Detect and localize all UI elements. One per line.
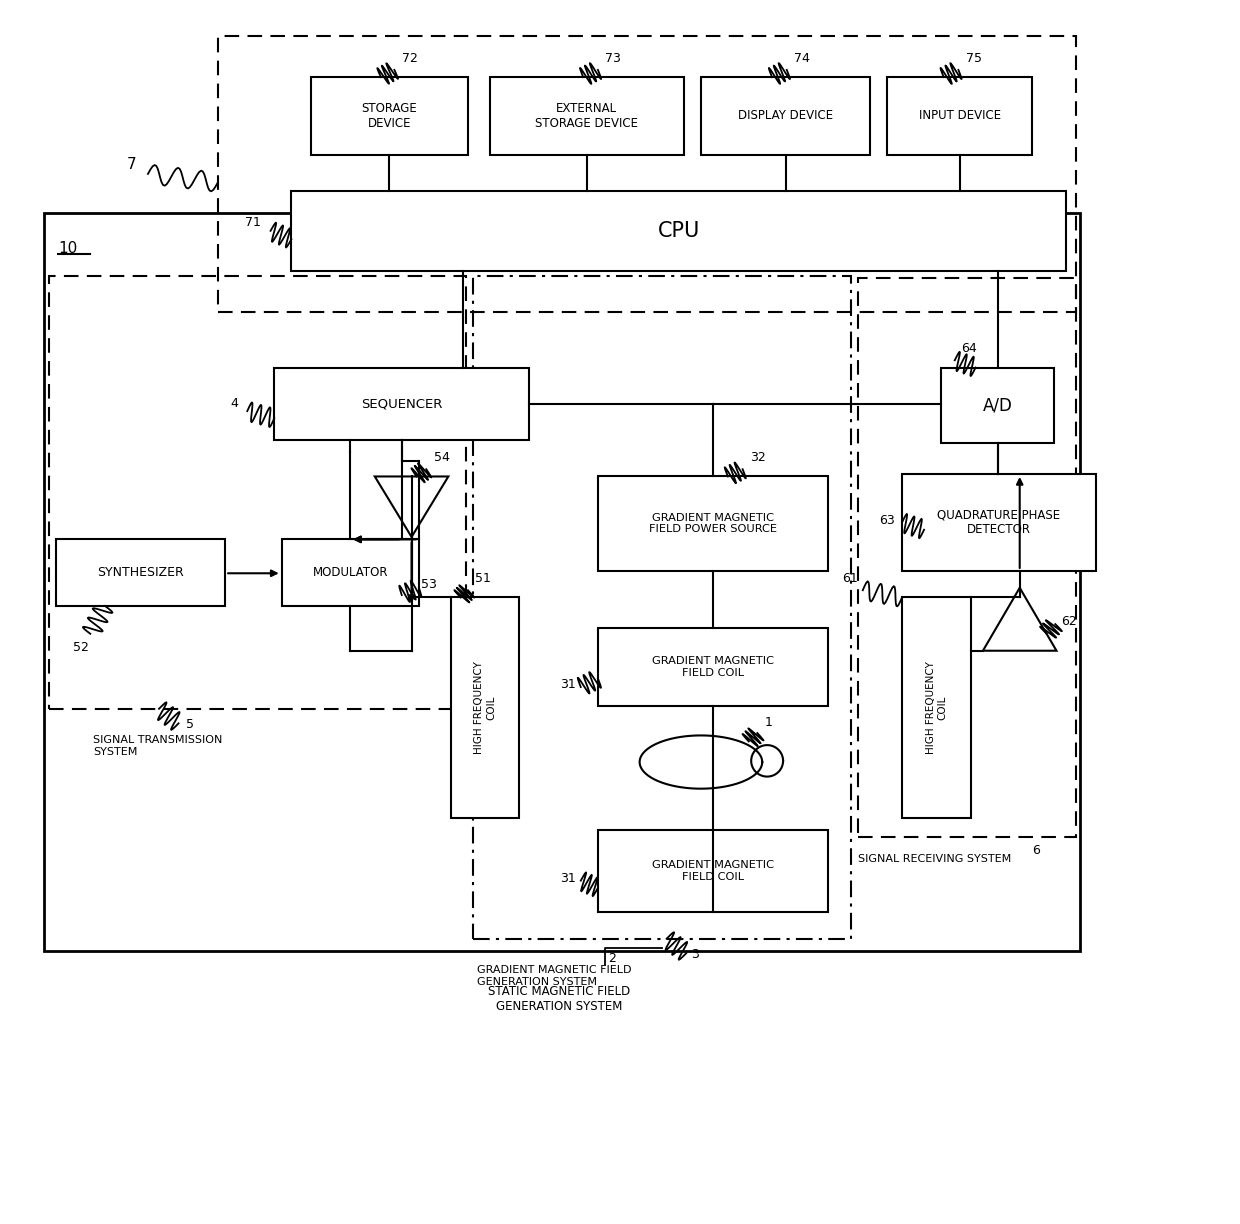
Text: DISPLAY DEVICE: DISPLAY DEVICE [738,109,833,122]
Text: 3: 3 [691,949,699,961]
Bar [598,830,828,912]
Bar [901,474,1096,570]
Text: 54: 54 [434,452,450,464]
Text: SYNTHESIZER: SYNTHESIZER [97,567,184,579]
Text: GRADIENT MAGNETIC FIELD
GENERATION SYSTEM: GRADIENT MAGNETIC FIELD GENERATION SYSTE… [476,966,631,987]
Text: 2: 2 [608,952,615,966]
Text: 10: 10 [58,241,78,257]
Text: 74: 74 [794,53,810,65]
Text: EXTERNAL
STORAGE DEVICE: EXTERNAL STORAGE DEVICE [536,102,639,130]
Bar [472,275,851,939]
Text: A/D: A/D [983,397,1013,414]
Bar [56,540,226,606]
Text: QUADRATURE PHASE
DETECTOR: QUADRATURE PHASE DETECTOR [937,508,1060,536]
Text: 1: 1 [765,716,773,730]
Bar [941,367,1054,443]
Bar [490,77,683,154]
Bar [218,35,1076,312]
Text: STATIC MAGNETIC FIELD
GENERATION SYSTEM: STATIC MAGNETIC FIELD GENERATION SYSTEM [487,985,630,1012]
Bar [311,77,467,154]
Text: 52: 52 [73,641,89,654]
Text: SIGNAL TRANSMISSION
SYSTEM: SIGNAL TRANSMISSION SYSTEM [93,736,222,756]
Bar [888,77,1032,154]
Text: 5: 5 [186,718,193,732]
Text: MODULATOR: MODULATOR [312,567,388,579]
Text: 51: 51 [475,573,491,585]
Bar [43,213,1080,951]
Text: SIGNAL RECEIVING SYSTEM: SIGNAL RECEIVING SYSTEM [858,854,1011,864]
Bar [701,77,870,154]
Text: 64: 64 [961,343,977,355]
Text: 4: 4 [231,398,238,410]
Bar [901,597,971,818]
Text: 53: 53 [422,578,438,591]
Text: INPUT DEVICE: INPUT DEVICE [919,109,1001,122]
Text: 73: 73 [605,53,621,65]
Text: 31: 31 [560,871,575,885]
Text: SEQUENCER: SEQUENCER [361,398,443,410]
Bar [598,628,828,706]
Bar [598,476,828,570]
Text: 32: 32 [750,452,766,464]
Bar [858,278,1076,837]
Polygon shape [374,476,449,537]
Text: STORAGE
DEVICE: STORAGE DEVICE [362,102,418,130]
Text: 71: 71 [244,215,260,229]
Text: GRADIENT MAGNETIC
FIELD COIL: GRADIENT MAGNETIC FIELD COIL [652,656,774,678]
Bar [291,191,1066,271]
Text: 6: 6 [1032,845,1040,857]
Text: HIGH FREQUENCY
COIL: HIGH FREQUENCY COIL [925,661,947,754]
Text: 72: 72 [402,53,418,65]
Text: GRADIENT MAGNETIC
FIELD COIL: GRADIENT MAGNETIC FIELD COIL [652,860,774,881]
Text: 63: 63 [879,514,894,526]
Text: 62: 62 [1061,616,1078,628]
Bar [48,275,465,709]
Bar [274,367,529,441]
Polygon shape [983,588,1056,651]
Text: HIGH FREQUENCY
COIL: HIGH FREQUENCY COIL [475,661,496,754]
Bar [281,540,419,606]
Text: 7: 7 [128,157,136,171]
Text: 61: 61 [842,573,858,585]
Text: GRADIENT MAGNETIC
FIELD POWER SOURCE: GRADIENT MAGNETIC FIELD POWER SOURCE [650,513,777,535]
Text: 75: 75 [966,53,982,65]
Text: 31: 31 [560,678,575,692]
Bar [451,597,520,818]
Text: CPU: CPU [657,220,701,241]
